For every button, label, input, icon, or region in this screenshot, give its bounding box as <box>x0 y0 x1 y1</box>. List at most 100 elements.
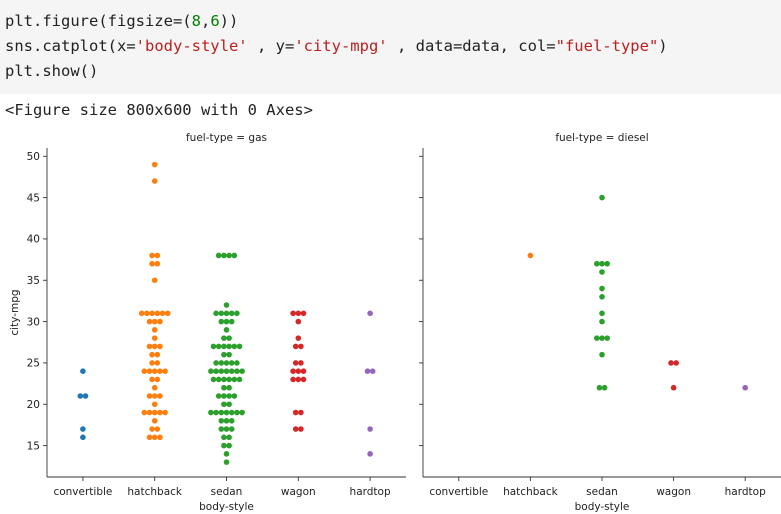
data-point <box>236 343 243 350</box>
data-point <box>594 260 600 267</box>
data-point <box>146 393 153 399</box>
data-point <box>292 343 299 350</box>
data-point <box>228 360 235 366</box>
data-point <box>223 360 230 366</box>
data-point <box>367 426 373 432</box>
data-point <box>151 417 158 424</box>
data-point <box>231 393 238 399</box>
data-point <box>146 368 153 374</box>
data-point <box>292 360 299 366</box>
data-point <box>221 335 227 341</box>
data-point <box>290 368 296 374</box>
data-point <box>231 376 238 383</box>
data-point <box>223 426 230 432</box>
data-point <box>162 368 168 374</box>
data-point <box>149 376 155 383</box>
data-point <box>77 393 84 399</box>
data-point <box>213 310 219 317</box>
data-point <box>151 343 158 350</box>
data-point <box>82 393 89 399</box>
data-point <box>151 277 158 284</box>
x-tick-label: convertible <box>53 486 112 498</box>
data-point <box>742 384 748 391</box>
data-point <box>221 252 227 259</box>
data-point <box>221 401 227 408</box>
data-point <box>226 343 232 350</box>
data-point <box>218 426 225 432</box>
data-point <box>221 343 227 350</box>
code-line: plt.show() <box>0 59 781 84</box>
data-point <box>162 409 168 416</box>
panel-title: fuel-type = gas <box>186 132 267 144</box>
x-tick-label: hardtop <box>350 486 391 498</box>
cell-output-text: <Figure size 800x600 with 0 Axes> <box>5 101 313 119</box>
data-point <box>151 434 158 441</box>
y-tick-label: 15 <box>27 440 40 452</box>
data-point <box>228 409 235 416</box>
code-token: 6 <box>210 12 220 30</box>
data-point <box>298 343 304 350</box>
data-point <box>367 451 373 457</box>
code-token: 'body-style' <box>135 37 248 55</box>
code-token: , <box>200 12 211 30</box>
data-point <box>221 442 227 449</box>
data-point <box>146 409 153 416</box>
data-point <box>290 310 296 317</box>
x-tick-label: wagon <box>281 486 316 498</box>
data-point <box>673 360 679 366</box>
code-cell[interactable]: plt.figure(figsize=(8,6)) sns.catplot(x='… <box>0 0 781 94</box>
data-point <box>668 360 674 366</box>
code-token: "fuel-type" <box>555 37 659 55</box>
data-point <box>295 376 302 383</box>
data-point <box>228 318 235 325</box>
data-point <box>221 351 227 358</box>
code-line: sns.catplot(x='body-style' , y='city-mpg… <box>0 34 781 59</box>
data-point <box>208 409 214 416</box>
y-tick-label: 30 <box>27 316 40 328</box>
data-point <box>228 417 235 424</box>
data-point <box>670 384 677 391</box>
data-point <box>231 252 238 259</box>
data-point <box>157 318 163 325</box>
data-point <box>151 335 158 341</box>
code-token: plt.figure(figsize=( <box>5 12 192 30</box>
data-point <box>223 417 230 424</box>
data-point <box>154 426 161 432</box>
data-point <box>159 310 166 317</box>
x-tick-label: convertible <box>429 486 488 498</box>
code-token: , data=data, col= <box>387 37 556 55</box>
code-token: plt.show() <box>5 62 99 80</box>
data-point <box>223 368 230 374</box>
data-point <box>295 368 302 374</box>
data-point <box>364 368 371 374</box>
x-axis-title: body-style <box>199 501 254 513</box>
x-tick-label: sedan <box>211 486 243 498</box>
data-point <box>213 368 219 374</box>
data-point <box>228 426 235 432</box>
data-point <box>213 360 219 366</box>
data-point <box>80 426 86 432</box>
data-point <box>218 360 225 366</box>
data-point <box>239 409 245 416</box>
data-point <box>151 401 158 408</box>
data-point <box>295 335 302 341</box>
data-point <box>228 310 235 317</box>
data-point <box>599 293 605 300</box>
data-point <box>221 434 227 441</box>
data-point <box>210 343 217 350</box>
data-point <box>599 318 605 325</box>
data-point <box>144 310 150 317</box>
data-point <box>236 376 243 383</box>
data-point <box>157 368 163 374</box>
x-axis-title: body-style <box>575 501 630 513</box>
data-point <box>234 409 240 416</box>
data-point <box>221 393 227 399</box>
data-point <box>594 335 600 341</box>
data-point <box>300 376 307 383</box>
data-point <box>157 434 163 441</box>
data-point <box>151 161 158 168</box>
data-point <box>596 384 603 391</box>
data-point <box>226 335 232 341</box>
data-point <box>151 368 158 374</box>
